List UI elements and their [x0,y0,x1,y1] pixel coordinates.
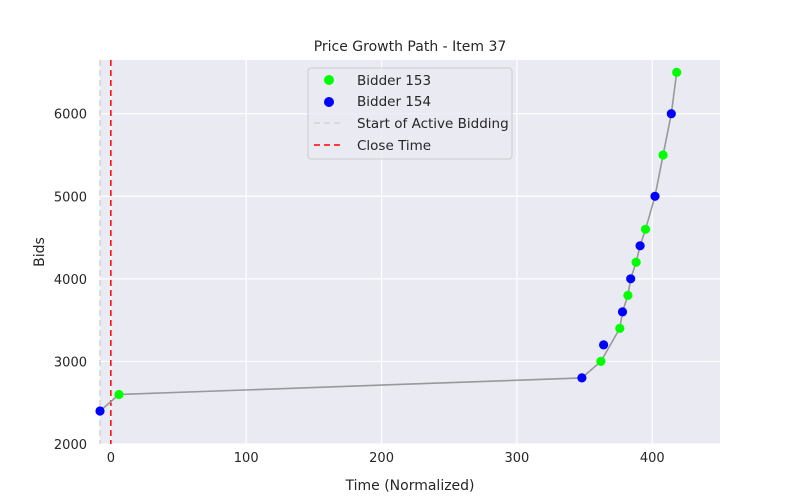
reference-lines [99,60,112,444]
legend-label-bidder-153: Bidder 153 [357,73,431,89]
bidder-153-point [640,224,651,234]
bidder-154-point [626,274,636,284]
bidder-154-point [95,406,105,416]
bidder-154-point [650,191,660,201]
bidder-153-point [114,389,124,400]
bidder-154-point [599,340,609,350]
y-axis-label: Bids [32,237,48,267]
y-tick-labels: 2000 3000 4000 5000 6000 [54,108,87,453]
bidder-154-point [577,373,587,383]
x-tick-label: 200 [369,451,394,466]
x-tick-label: 100 [234,451,259,466]
bidder-154-point [666,109,676,119]
y-tick-label: 3000 [54,355,87,370]
bidder-154-point [617,307,628,317]
legend-marker-bidder-153 [324,75,334,85]
y-tick-label: 4000 [54,273,87,288]
y-tick-label: 6000 [54,108,87,123]
data-points [95,67,682,416]
legend-box [307,67,513,160]
x-tick-label: 300 [505,451,530,466]
bidder-153-point [658,150,668,160]
bidder-153-point [623,290,633,300]
x-tick-labels: 0 100 200 300 400 [107,451,665,466]
bidder-153-point [615,323,625,333]
bidder-153-point [672,67,682,77]
y-tick-label: 5000 [54,190,87,205]
chart-title: Price Growth Path - Item 37 [314,39,507,55]
legend-marker-bidder-154 [324,97,334,107]
bidder-153-point [596,356,606,366]
bidder-153-point [631,257,641,267]
legend: Bidder 153 Bidder 154 Start of Active Bi… [307,67,513,160]
x-axis-label: Time (Normalized) [344,478,474,494]
y-tick-label: 2000 [54,438,87,453]
legend-label-active-start: Start of Active Bidding [357,116,509,132]
bidder-154-point [635,241,645,251]
legend-label-bidder-154: Bidder 154 [357,94,431,110]
x-tick-label: 0 [107,451,115,466]
x-tick-label: 400 [640,451,665,466]
legend-label-close-time: Close Time [357,138,431,154]
